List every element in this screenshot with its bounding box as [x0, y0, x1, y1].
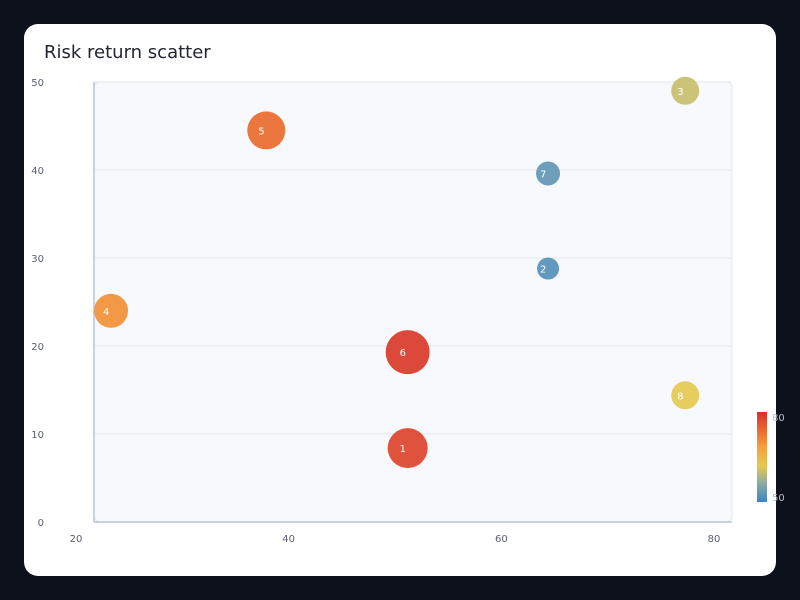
data-point-5[interactable]	[247, 111, 286, 150]
data-point-label: 3	[677, 87, 683, 98]
data-point-label: 8	[677, 391, 683, 402]
data-point-8[interactable]	[671, 381, 700, 410]
data-point-3[interactable]	[671, 76, 700, 105]
data-point-label: 1	[400, 444, 406, 455]
y-tick-label: 40	[31, 166, 44, 177]
data-point-1[interactable]	[387, 428, 428, 469]
y-tick-label: 30	[31, 254, 44, 265]
colorbar	[757, 412, 767, 502]
x-tick-label: 80	[708, 534, 721, 545]
data-point-label: 6	[400, 348, 406, 359]
data-point-label: 2	[540, 265, 546, 276]
y-tick-label: 50	[31, 78, 44, 89]
colorbar-min-label: 50	[772, 493, 785, 504]
x-tick-label: 40	[282, 534, 295, 545]
data-point-6[interactable]	[385, 330, 430, 375]
colorbar-max-label: 80	[772, 413, 785, 424]
data-point-2[interactable]	[537, 257, 560, 280]
y-tick-label: 20	[31, 342, 44, 353]
y-tick-label: 0	[38, 518, 44, 529]
x-tick-label: 60	[495, 534, 508, 545]
y-tick-label: 10	[31, 430, 44, 441]
chart-title: Risk return scatter	[44, 42, 211, 63]
data-point-label: 7	[540, 170, 546, 181]
data-point-4[interactable]	[94, 293, 129, 328]
data-point-label: 5	[258, 126, 264, 137]
x-tick-label: 20	[70, 534, 83, 545]
data-point-label: 4	[103, 307, 109, 318]
data-point-7[interactable]	[536, 161, 561, 186]
